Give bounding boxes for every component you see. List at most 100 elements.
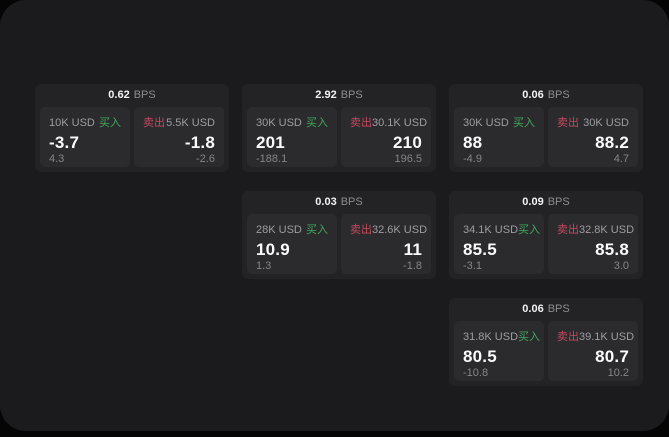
buy-panel[interactable]: 30K USD 买入 88 -4.9	[454, 107, 544, 167]
buy-tag: 买入	[99, 117, 121, 129]
sell-tag: 卖出	[557, 224, 579, 236]
buy-tag: 买入	[306, 224, 328, 236]
buy-size: 28K USD	[256, 224, 302, 236]
buy-panel[interactable]: 31.8K USD 买入 80.5 -10.8	[454, 321, 544, 381]
buy-size: 30K USD	[463, 117, 509, 129]
card-header: 2.92 BPS	[247, 84, 431, 107]
sell-tag: 卖出	[350, 117, 372, 129]
sell-sub-value: 196.5	[394, 153, 422, 165]
quote-panels: 31.8K USD 买入 80.5 -10.8 卖出 39.1K USD 80.…	[454, 321, 638, 381]
quote-panels: 28K USD 买入 10.9 1.3 卖出 32.6K USD 11 -1.8	[247, 214, 431, 274]
spread-unit: BPS	[133, 89, 156, 101]
buy-sub-value: -3.1	[463, 260, 482, 272]
spread-value: 0.09	[522, 196, 544, 208]
quote-card: 0.06 BPS 31.8K USD 买入 80.5 -10.8 卖出 39.1…	[449, 298, 643, 386]
buy-price: 201	[256, 133, 285, 152]
spread-value: 0.06	[522, 89, 544, 101]
buy-size: 10K USD	[49, 117, 95, 129]
buy-tag: 买入	[518, 331, 541, 343]
spread-value: 0.03	[315, 196, 337, 208]
quote-card: 0.62 BPS 10K USD 买入 -3.7 4.3 卖出 5.5K USD	[35, 84, 229, 172]
sell-tag: 卖出	[143, 117, 165, 129]
sell-price: 80.7	[595, 347, 629, 366]
sell-sub-value: -1.8	[403, 260, 422, 272]
sell-panel[interactable]: 卖出 5.5K USD -1.8 -2.6	[134, 107, 224, 167]
buy-price: 85.5	[463, 240, 497, 259]
quote-card-grid: 0.62 BPS 10K USD 买入 -3.7 4.3 卖出 5.5K USD	[35, 84, 643, 386]
buy-tag: 买入	[306, 117, 328, 129]
buy-panel[interactable]: 34.1K USD 买入 85.5 -3.1	[454, 214, 544, 274]
sell-price: 11	[403, 240, 422, 259]
quote-card: 2.92 BPS 30K USD 买入 201 -188.1 卖出 30.1K …	[242, 84, 436, 172]
buy-sub-value: 1.3	[256, 260, 272, 272]
buy-panel-top: 28K USD 买入	[256, 221, 328, 237]
sell-panel[interactable]: 卖出 39.1K USD 80.7 10.2	[548, 321, 638, 381]
spread-value: 0.06	[522, 303, 544, 315]
quote-card: 0.03 BPS 28K USD 买入 10.9 1.3 卖出 32.6K US…	[242, 191, 436, 279]
sell-size: 32.6K USD	[372, 224, 428, 236]
buy-panel[interactable]: 10K USD 买入 -3.7 4.3	[40, 107, 130, 167]
buy-price: 80.5	[463, 347, 497, 366]
sell-size: 30.1K USD	[372, 117, 428, 129]
card-header: 0.62 BPS	[40, 84, 224, 107]
sell-price: 88.2	[595, 133, 629, 152]
spread-value: 0.62	[108, 89, 130, 101]
quote-panels: 30K USD 买入 88 -4.9 卖出 30K USD 88.2 4.7	[454, 107, 638, 167]
sell-panel-top: 卖出 32.6K USD	[350, 221, 427, 237]
buy-tag: 买入	[513, 117, 535, 129]
sell-price: 210	[393, 133, 422, 152]
card-header: 0.09 BPS	[454, 191, 638, 214]
spread-unit: BPS	[340, 196, 363, 208]
card-header: 0.06 BPS	[454, 298, 638, 321]
quote-card: 0.06 BPS 30K USD 买入 88 -4.9 卖出 30K USD	[449, 84, 643, 172]
sell-panel-top: 卖出 30.1K USD	[350, 114, 427, 130]
sell-panel[interactable]: 卖出 30K USD 88.2 4.7	[548, 107, 638, 167]
spread-unit: BPS	[547, 89, 570, 101]
sell-panel-top: 卖出 5.5K USD	[143, 114, 215, 130]
sell-price: -1.8	[184, 133, 215, 152]
sell-sub-value: 10.2	[607, 367, 629, 379]
buy-sub-value: 4.3	[49, 153, 65, 165]
buy-sub-value: -4.9	[463, 153, 482, 165]
sell-size: 39.1K USD	[579, 331, 635, 343]
spread-unit: BPS	[547, 196, 570, 208]
buy-panel-top: 31.8K USD 买入	[463, 328, 540, 344]
buy-panel-top: 10K USD 买入	[49, 114, 121, 130]
sell-sub-value: 4.7	[613, 153, 629, 165]
spread-unit: BPS	[547, 303, 570, 315]
buy-sub-value: -10.8	[463, 367, 489, 379]
buy-size: 31.8K USD	[463, 331, 519, 343]
buy-panel[interactable]: 30K USD 买入 201 -188.1	[247, 107, 337, 167]
sell-sub-value: -2.6	[196, 153, 215, 165]
buy-panel-top: 34.1K USD 买入	[463, 221, 540, 237]
sell-sub-value: 3.0	[613, 260, 629, 272]
sell-panel-top: 卖出 32.8K USD	[557, 221, 634, 237]
sell-size: 32.8K USD	[579, 224, 635, 236]
buy-panel-top: 30K USD 买入	[463, 114, 535, 130]
buy-size: 34.1K USD	[463, 224, 519, 236]
quote-panels: 34.1K USD 买入 85.5 -3.1 卖出 32.8K USD 85.8…	[454, 214, 638, 274]
quote-card: 0.09 BPS 34.1K USD 买入 85.5 -3.1 卖出 32.8K…	[449, 191, 643, 279]
sell-panel-top: 卖出 30K USD	[557, 114, 629, 130]
buy-price: -3.7	[49, 133, 80, 152]
sell-price: 85.8	[595, 240, 629, 259]
sell-panel[interactable]: 卖出 32.6K USD 11 -1.8	[341, 214, 431, 274]
spread-unit: BPS	[340, 89, 363, 101]
buy-sub-value: -188.1	[256, 153, 288, 165]
buy-panel-top: 30K USD 买入	[256, 114, 328, 130]
card-header: 0.06 BPS	[454, 84, 638, 107]
buy-size: 30K USD	[256, 117, 302, 129]
sell-tag: 卖出	[350, 224, 372, 236]
quote-panels: 10K USD 买入 -3.7 4.3 卖出 5.5K USD -1.8 -2.…	[40, 107, 224, 167]
sell-size: 5.5K USD	[166, 117, 215, 129]
sell-panel[interactable]: 卖出 30.1K USD 210 196.5	[341, 107, 431, 167]
buy-panel[interactable]: 28K USD 买入 10.9 1.3	[247, 214, 337, 274]
sell-panel-top: 卖出 39.1K USD	[557, 328, 634, 344]
buy-price: 88	[463, 133, 483, 152]
buy-price: 10.9	[256, 240, 290, 259]
spread-value: 2.92	[315, 89, 337, 101]
sell-tag: 卖出	[557, 331, 579, 343]
card-header: 0.03 BPS	[247, 191, 431, 214]
sell-panel[interactable]: 卖出 32.8K USD 85.8 3.0	[548, 214, 638, 274]
